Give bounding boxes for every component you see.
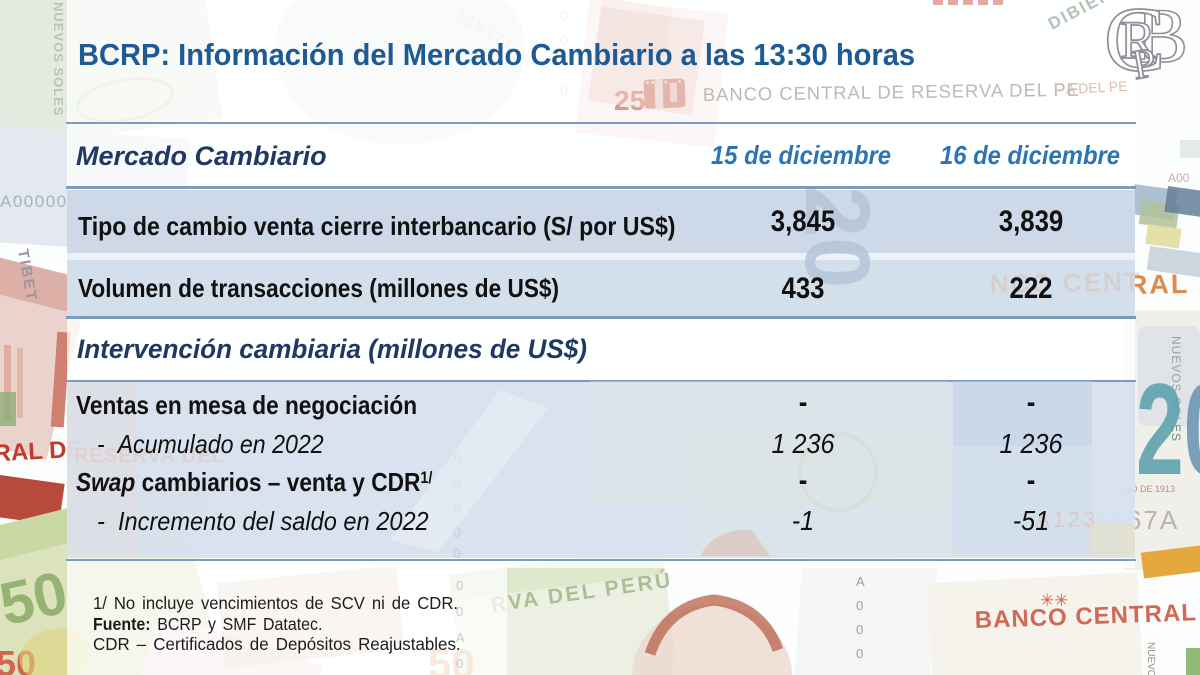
svg-text:0: 0: [1184, 357, 1200, 502]
svg-text:B: B: [1136, 0, 1188, 79]
svg-text:25: 25: [614, 85, 645, 116]
svg-text:20: 20: [786, 186, 888, 288]
svg-text:0: 0: [856, 598, 863, 613]
svg-text:A DEL PE: A DEL PE: [1065, 78, 1128, 97]
svg-text:0: 0: [856, 622, 863, 637]
svg-text:0: 0: [453, 545, 461, 561]
svg-text:NUEVOS SOLES: NUEVOS SOLES: [1169, 336, 1183, 442]
svg-text:A00: A00: [1168, 171, 1190, 185]
svg-text:BANCO CENTRAL DE RESERVA DEL P: BANCO CENTRAL DE RESERVA DEL PE: [703, 79, 1080, 105]
svg-text:2: 2: [1136, 357, 1184, 502]
svg-text:50: 50: [0, 559, 73, 638]
svg-text:A: A: [856, 574, 865, 589]
svg-text:0: 0: [453, 524, 461, 540]
svg-text:✳✳: ✳✳: [1040, 591, 1069, 610]
svg-text:0: 0: [456, 604, 463, 619]
svg-text:0: 0: [856, 646, 863, 661]
svg-text:C: C: [1104, 0, 1165, 86]
svg-text:RESERVA DEL: RESERVA DEL: [74, 445, 225, 467]
svg-text:A123: A123: [1035, 507, 1098, 532]
svg-text:RAL: RAL: [1128, 269, 1190, 300]
svg-text:0: 0: [456, 656, 463, 671]
svg-text:0: 0: [456, 578, 463, 593]
svg-text:NUEVOS SOLES: NUEVOS SOLES: [51, 2, 66, 117]
svg-text:A: A: [456, 630, 465, 645]
svg-text:NCO CENT: NCO CENT: [990, 266, 1142, 299]
svg-text:NUEVOS: NUEVOS: [1145, 642, 1156, 675]
svg-text:R: R: [1120, 10, 1156, 70]
